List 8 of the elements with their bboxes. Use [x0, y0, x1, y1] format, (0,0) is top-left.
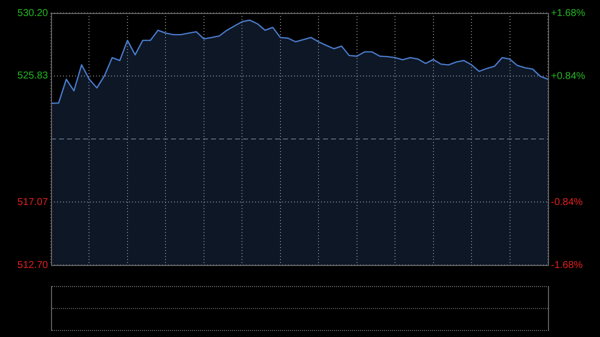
y2-tick-label: -1.68% [551, 260, 583, 271]
y-tick-label: 517.07 [17, 196, 48, 208]
y-tick-label: 512.70 [17, 260, 48, 271]
y2-tick-label: -0.84% [551, 196, 583, 208]
y-tick-label: 525.83 [17, 70, 48, 82]
y2-tick-label: +1.68% [551, 8, 586, 19]
y-tick-label: 530.20 [17, 8, 48, 19]
y2-tick-label: +0.84% [551, 70, 586, 82]
